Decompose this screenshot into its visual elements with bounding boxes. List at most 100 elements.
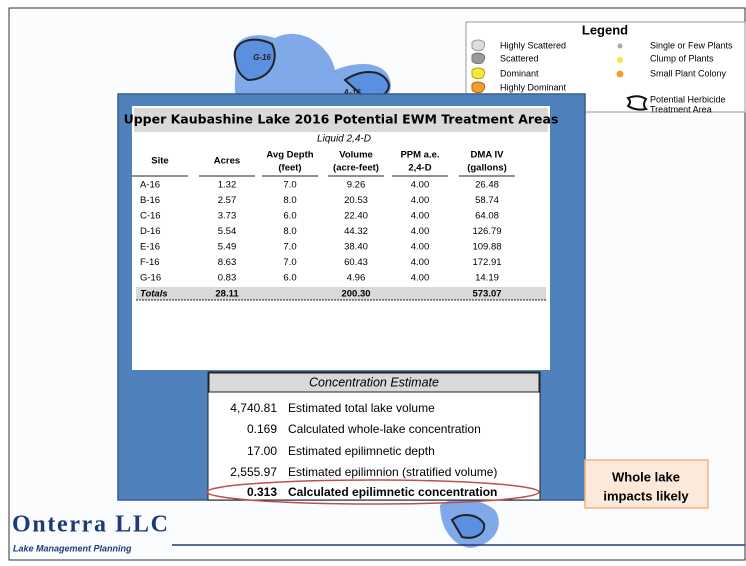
column-header: (gallons) (467, 163, 507, 174)
map-label: G-16 (253, 53, 271, 62)
legend-icon (471, 52, 486, 65)
column-header: Volume (339, 150, 373, 161)
legend-label: Clump of Plants (650, 53, 714, 63)
table-cell: 8.0 (283, 226, 296, 237)
table-cell: G-16 (140, 273, 161, 284)
table-cell: 4.00 (411, 242, 430, 253)
totals-cell: Totals (140, 289, 168, 300)
table-cell: 20.53 (344, 195, 368, 206)
totals-cell: 28.11 (215, 289, 239, 300)
concentration-label: Estimated epilimnetic depth (288, 444, 435, 458)
legend-icon (617, 43, 623, 49)
totals-band (136, 287, 546, 300)
legend-icon (471, 67, 486, 80)
legend-icon (616, 70, 624, 78)
legend-icon (471, 39, 486, 52)
table-cell: 14.19 (475, 273, 499, 284)
legend-label: Single or Few Plants (650, 40, 733, 50)
table-cell: C-16 (140, 211, 161, 222)
treatment-area (233, 38, 276, 82)
table-cell: 44.32 (344, 226, 368, 237)
table-cell: 1.32 (218, 180, 237, 191)
concentration-value: 0.169 (247, 422, 277, 436)
table-cell: 4.00 (411, 226, 430, 237)
concentration-header-band (208, 372, 540, 393)
concentration-box (207, 371, 541, 501)
column-header: PPM a.e. (400, 150, 439, 161)
concentration-value: 0.313 (247, 485, 277, 499)
concentration-value: 17.00 (247, 444, 277, 458)
table-cell: 2.57 (218, 195, 237, 206)
map-label: A-16 (342, 88, 361, 97)
table-cell: 4.00 (411, 211, 430, 222)
column-header: 2,4-D (408, 163, 431, 174)
concentration-rows: 4,740.81 Estimated total lake volume 0.169… (230, 401, 497, 499)
callout-text: Whole lake (612, 469, 680, 484)
table-cell: 4.00 (411, 195, 430, 206)
concentration-value: 4,740.81 (230, 401, 277, 415)
legend-label: Dominant (500, 68, 539, 78)
legend-icon (626, 95, 649, 111)
callout-box (584, 459, 709, 509)
table-cell: 4.00 (411, 257, 430, 268)
table-card (132, 106, 550, 370)
table-cell: F-16 (140, 257, 160, 268)
table-cell: 22.40 (344, 211, 368, 222)
column-header: DMA IV (471, 150, 505, 161)
column-header: Acres (214, 156, 240, 167)
table-cell: 58.74 (475, 195, 499, 206)
table-cell: 4.00 (411, 273, 430, 284)
table-cell: 4.96 (347, 273, 366, 284)
concentration-value: 2,555.97 (230, 465, 277, 479)
logo-tagline: Lake Management Planning (13, 543, 132, 553)
concentration-label: Calculated whole-lake concentration (288, 422, 481, 436)
table-cell: 9.26 (347, 180, 366, 191)
legend-icon (471, 81, 486, 94)
totals-cell: 573.07 (472, 289, 501, 300)
legend-title: Legend (582, 22, 628, 37)
table-cell: 109.88 (472, 242, 501, 253)
highlight-ellipse (206, 479, 540, 505)
table-cell: 64.08 (475, 211, 499, 222)
table-cell: 6.0 (283, 273, 296, 284)
column-header: (acre-feet) (333, 163, 379, 174)
callout-text: impacts likely (603, 488, 689, 503)
legend-label: Highly Dominant (500, 82, 567, 92)
table-subtitle: Liquid 2,4-D (317, 134, 371, 145)
table-cell: D-16 (140, 226, 161, 237)
legend-label: Highly Scattered (500, 40, 566, 50)
legend-items: Highly Scattered Scattered Dominant Highly … (500, 40, 733, 114)
concentration-title: Concentration Estimate (309, 375, 439, 389)
table-cell: A-16 (140, 180, 160, 191)
legend: Legend Highly Scattered Scattered Dominant… (465, 21, 746, 114)
table-cell: E-16 (140, 242, 160, 253)
table: Site Acres Avg Depth (feet) Volume (acre-feet… (132, 150, 515, 300)
table-cell: 38.40 (344, 242, 368, 253)
table-cell: 0.83 (218, 273, 237, 284)
table-title: Upper Kaubashine Lake 2016 Potential EWM… (124, 112, 559, 127)
table-cell: 5.54 (218, 226, 237, 237)
concentration-label: Calculated epilimnetic concentration (288, 485, 497, 499)
table-cell: 3.73 (218, 211, 237, 222)
table-title-band (134, 108, 548, 132)
table-cell: 7.0 (283, 242, 296, 253)
table-cell: 126.79 (472, 226, 501, 237)
legend-icon (617, 57, 623, 63)
totals-cell: 200.30 (341, 289, 370, 300)
concentration-label: Estimated epilimnion (stratified volume) (288, 465, 497, 479)
column-header: Site (151, 156, 168, 167)
table-cell: 26.48 (475, 180, 499, 191)
concentration-label: Estimated total lake volume (288, 401, 435, 415)
table-cell: 7.0 (283, 180, 296, 191)
table-cell: 4.00 (411, 180, 430, 191)
table-cell: 172.91 (472, 257, 501, 268)
column-header: Avg Depth (266, 150, 313, 161)
table-cell: 8.63 (218, 257, 237, 268)
table-cell: 60.43 (344, 257, 368, 268)
table-cell: B-16 (140, 195, 160, 206)
logo-name: Onterra LLC (12, 512, 168, 538)
table-cell: 5.49 (218, 242, 237, 253)
table-cell: 7.0 (283, 257, 296, 268)
table-cell: 8.0 (283, 195, 296, 206)
legend-label: Small Plant Colony (650, 68, 727, 78)
